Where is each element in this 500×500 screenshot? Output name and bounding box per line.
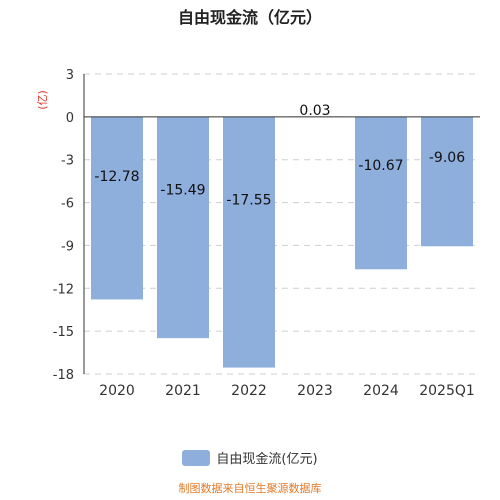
y-tick-label: -3 — [61, 154, 74, 169]
grid-layer — [84, 73, 480, 375]
x-tick-label: 2020 — [99, 383, 135, 399]
legend[interactable]: 自由现金流(亿元) — [0, 448, 500, 467]
x-tick-label: 2023 — [297, 383, 333, 399]
legend-swatch — [182, 449, 211, 466]
bar[interactable] — [91, 116, 143, 300]
y-tick-label: 3 — [66, 68, 74, 83]
bar[interactable] — [157, 116, 209, 339]
y-tick-label: -12 — [53, 282, 74, 297]
data-label: 0.03 — [299, 103, 330, 119]
chart-title: 自由现金流（亿元） — [177, 8, 322, 27]
data-label: -10.67 — [358, 158, 403, 174]
data-label: -17.55 — [226, 193, 271, 209]
legend-label: 自由现金流(亿元) — [216, 452, 318, 467]
y-axis-label: (亿) — [36, 90, 49, 110]
data-label: -15.49 — [160, 182, 205, 198]
y-tick-label: -18 — [53, 368, 74, 383]
y-tick-label: -15 — [53, 325, 74, 340]
bar-layer — [91, 116, 473, 368]
y-tick-label: -6 — [61, 197, 74, 212]
x-tick-label: 2025Q1 — [419, 383, 475, 399]
bar[interactable] — [355, 116, 407, 270]
axis-layer: 3 0 -3 -6 -9 -12 -15 -18 (亿) 2020 2021 2022 2023 2024… — [36, 68, 480, 399]
bar[interactable] — [223, 116, 275, 368]
source-note: 制图数据来自恒生聚源数据库 — [178, 482, 322, 495]
y-tick-label: 0 — [66, 111, 74, 126]
label-layer: -12.78 -15.49 -17.55 0.03 -10.67 -9.06 — [94, 103, 465, 209]
x-tick-label: 2022 — [231, 383, 267, 399]
y-tick-label: -9 — [61, 239, 74, 254]
data-label: -12.78 — [94, 169, 139, 185]
bar[interactable] — [421, 116, 473, 247]
x-tick-label: 2024 — [363, 383, 399, 399]
data-label: -9.06 — [429, 150, 465, 166]
x-tick-label: 2021 — [165, 383, 201, 399]
